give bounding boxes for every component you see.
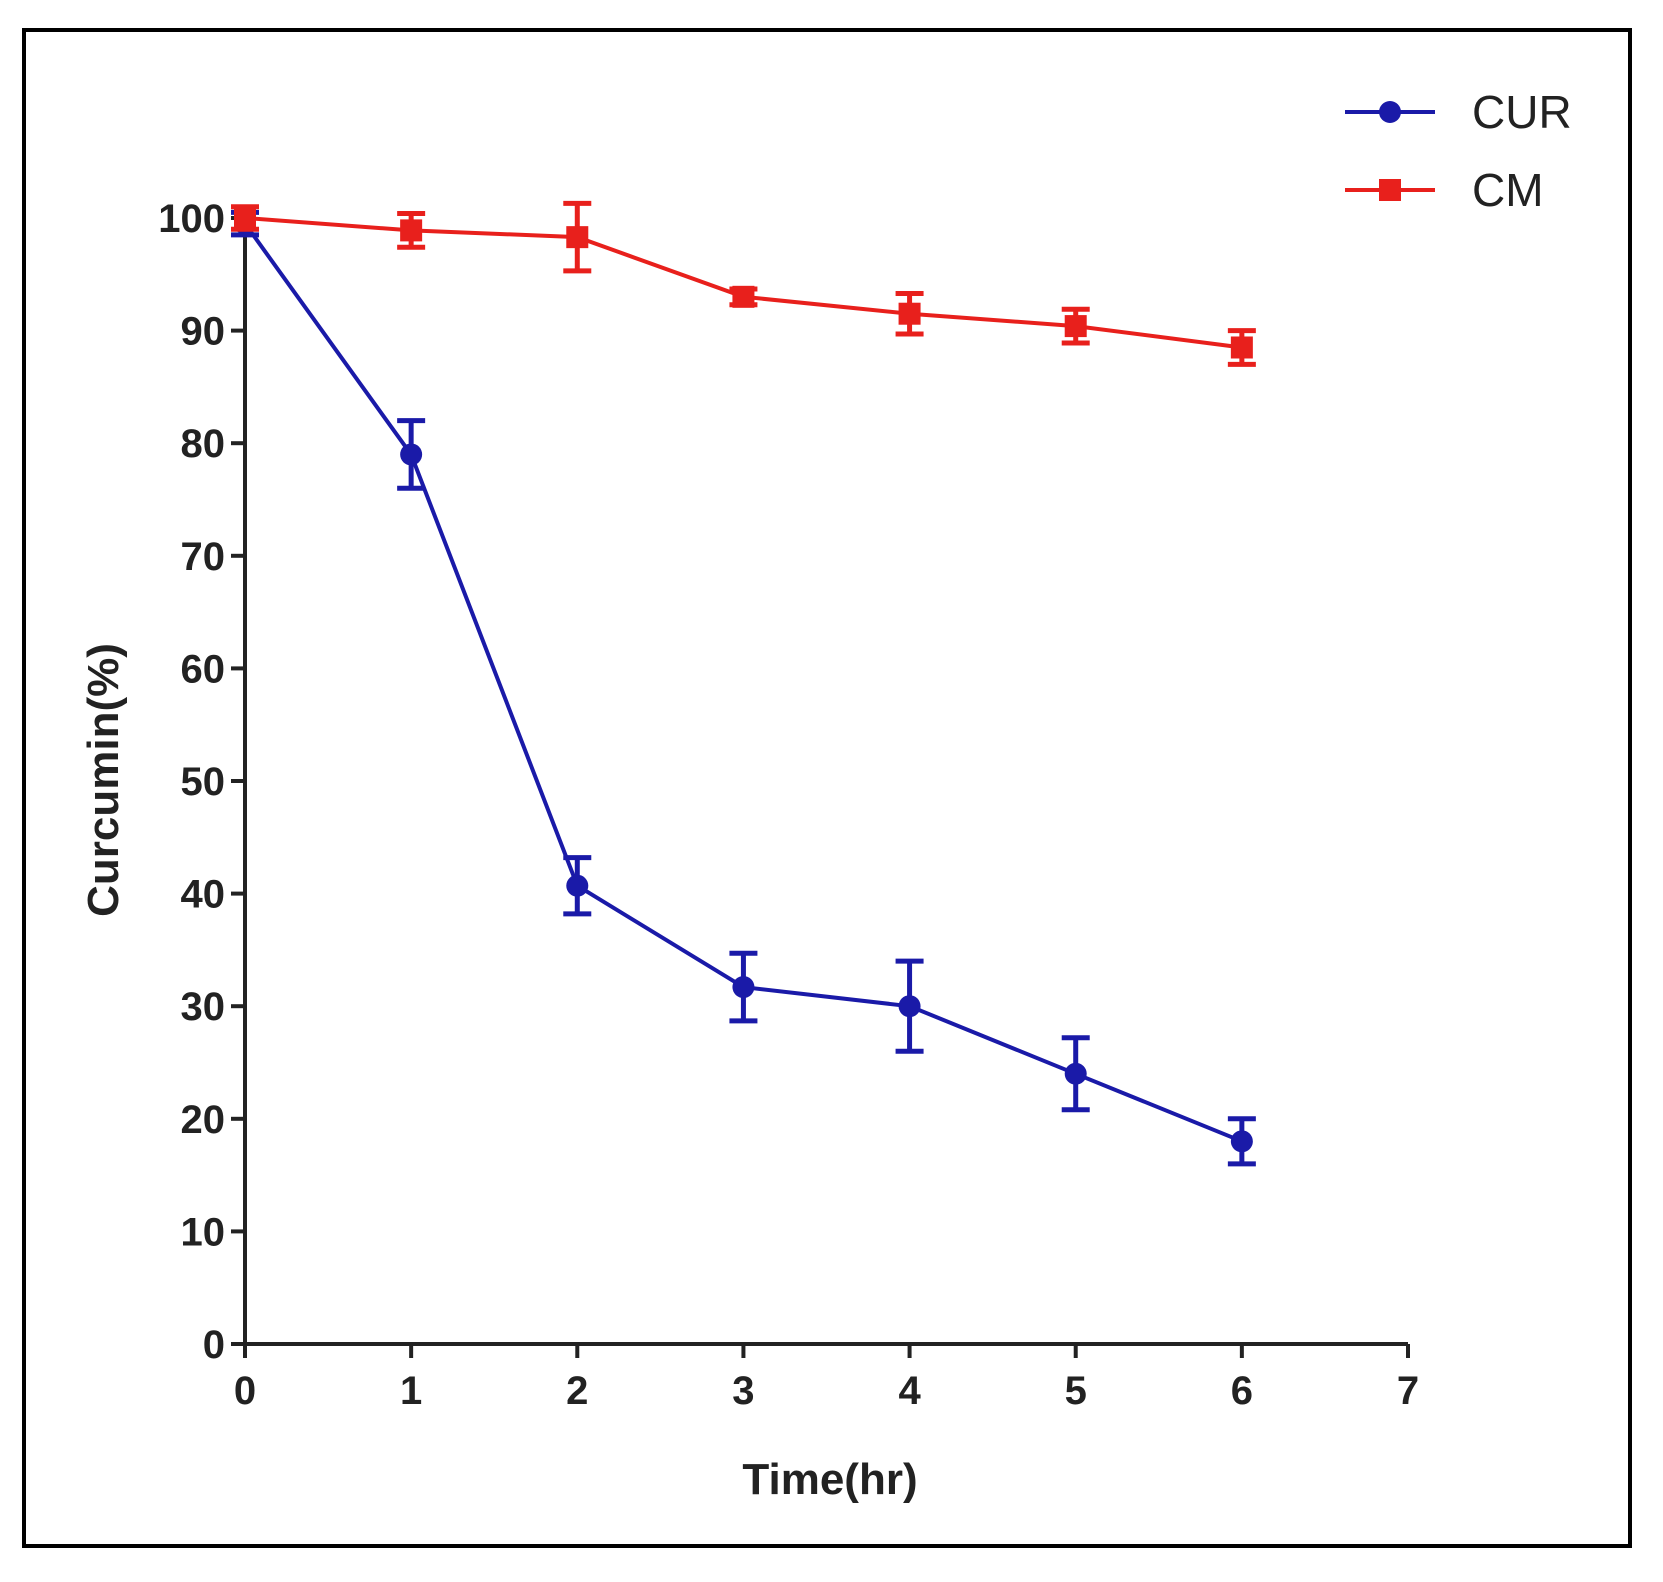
legend: CUR CM [1345, 86, 1572, 216]
series-layer [231, 200, 1256, 1167]
series-cur [231, 209, 1256, 1167]
y-tick-label: 90 [181, 310, 226, 354]
x-tick-label: 7 [1397, 1369, 1419, 1413]
y-tick-label: 80 [181, 422, 226, 466]
y-tick-label: 10 [181, 1210, 226, 1254]
x-tick-label: 3 [732, 1369, 754, 1413]
data-point [1230, 336, 1253, 359]
data-point [234, 207, 256, 229]
x-tick-label: 1 [400, 1369, 422, 1413]
data-point [1064, 1062, 1087, 1085]
data-point [400, 443, 423, 466]
data-point [566, 874, 589, 897]
data-point [566, 226, 589, 249]
series-cm [231, 200, 1256, 367]
data-point [1230, 1130, 1253, 1153]
y-axis: 0 10 20 30 40 50 60 70 80 90 100 [158, 197, 247, 1367]
data-point [732, 285, 755, 308]
y-tick-label: 30 [181, 985, 226, 1029]
figure-frame [22, 28, 1632, 1548]
x-tick-label: 2 [566, 1369, 588, 1413]
data-point [1064, 315, 1087, 338]
y-tick-label: 20 [181, 1098, 226, 1142]
series-line-cm [244, 216, 1243, 350]
data-point [898, 302, 921, 325]
y-tick-label: 50 [181, 760, 226, 804]
data-point [898, 995, 921, 1018]
legend-item-cm: CM [1345, 164, 1544, 216]
data-point [400, 219, 423, 242]
x-tick-label: 0 [234, 1369, 256, 1413]
x-axis-title: Time(hr) [742, 1455, 917, 1504]
data-point [732, 976, 755, 999]
y-tick-label: 0 [203, 1323, 225, 1367]
y-tick-label: 100 [158, 197, 225, 241]
x-axis: 0 1 2 3 4 5 6 7 [234, 1342, 1419, 1413]
legend-label: CM [1472, 164, 1544, 216]
legend-label: CUR [1472, 86, 1572, 138]
legend-marker [1379, 179, 1401, 201]
y-tick-label: 60 [181, 647, 226, 691]
x-tick-label: 4 [898, 1369, 921, 1413]
y-tick-label: 70 [181, 535, 226, 579]
x-tick-label: 6 [1231, 1369, 1253, 1413]
y-tick-label: 40 [181, 873, 226, 917]
x-tick-label: 5 [1065, 1369, 1087, 1413]
legend-item-cur: CUR [1345, 86, 1572, 138]
y-axis-title: Curcumin(%) [79, 643, 128, 917]
legend-marker [1379, 101, 1401, 123]
